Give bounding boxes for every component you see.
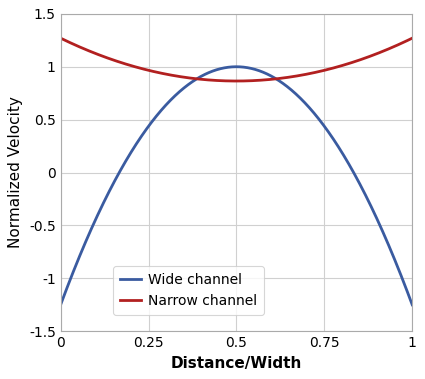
Narrow channel — [410, 36, 415, 41]
Wide channel — [410, 302, 415, 307]
Narrow channel — [213, 78, 218, 83]
Legend: Wide channel, Narrow channel: Wide channel, Narrow channel — [113, 266, 264, 315]
Wide channel — [339, 149, 344, 154]
Y-axis label: Normalized Velocity: Normalized Velocity — [8, 97, 23, 249]
Narrow channel — [200, 77, 205, 82]
Narrow channel — [58, 36, 63, 41]
Wide channel — [234, 64, 239, 69]
Wide channel — [94, 215, 99, 220]
Wide channel — [213, 68, 218, 72]
Narrow channel — [234, 79, 239, 83]
Narrow channel — [300, 73, 305, 77]
Wide channel — [333, 139, 338, 144]
Wide channel — [58, 302, 63, 307]
Narrow channel — [339, 63, 344, 68]
Narrow channel — [94, 52, 99, 56]
Line: Wide channel: Wide channel — [61, 67, 412, 305]
X-axis label: Distance/Width: Distance/Width — [171, 356, 302, 371]
Wide channel — [300, 98, 305, 103]
Line: Narrow channel: Narrow channel — [61, 38, 412, 81]
Wide channel — [200, 73, 205, 78]
Narrow channel — [333, 65, 338, 70]
